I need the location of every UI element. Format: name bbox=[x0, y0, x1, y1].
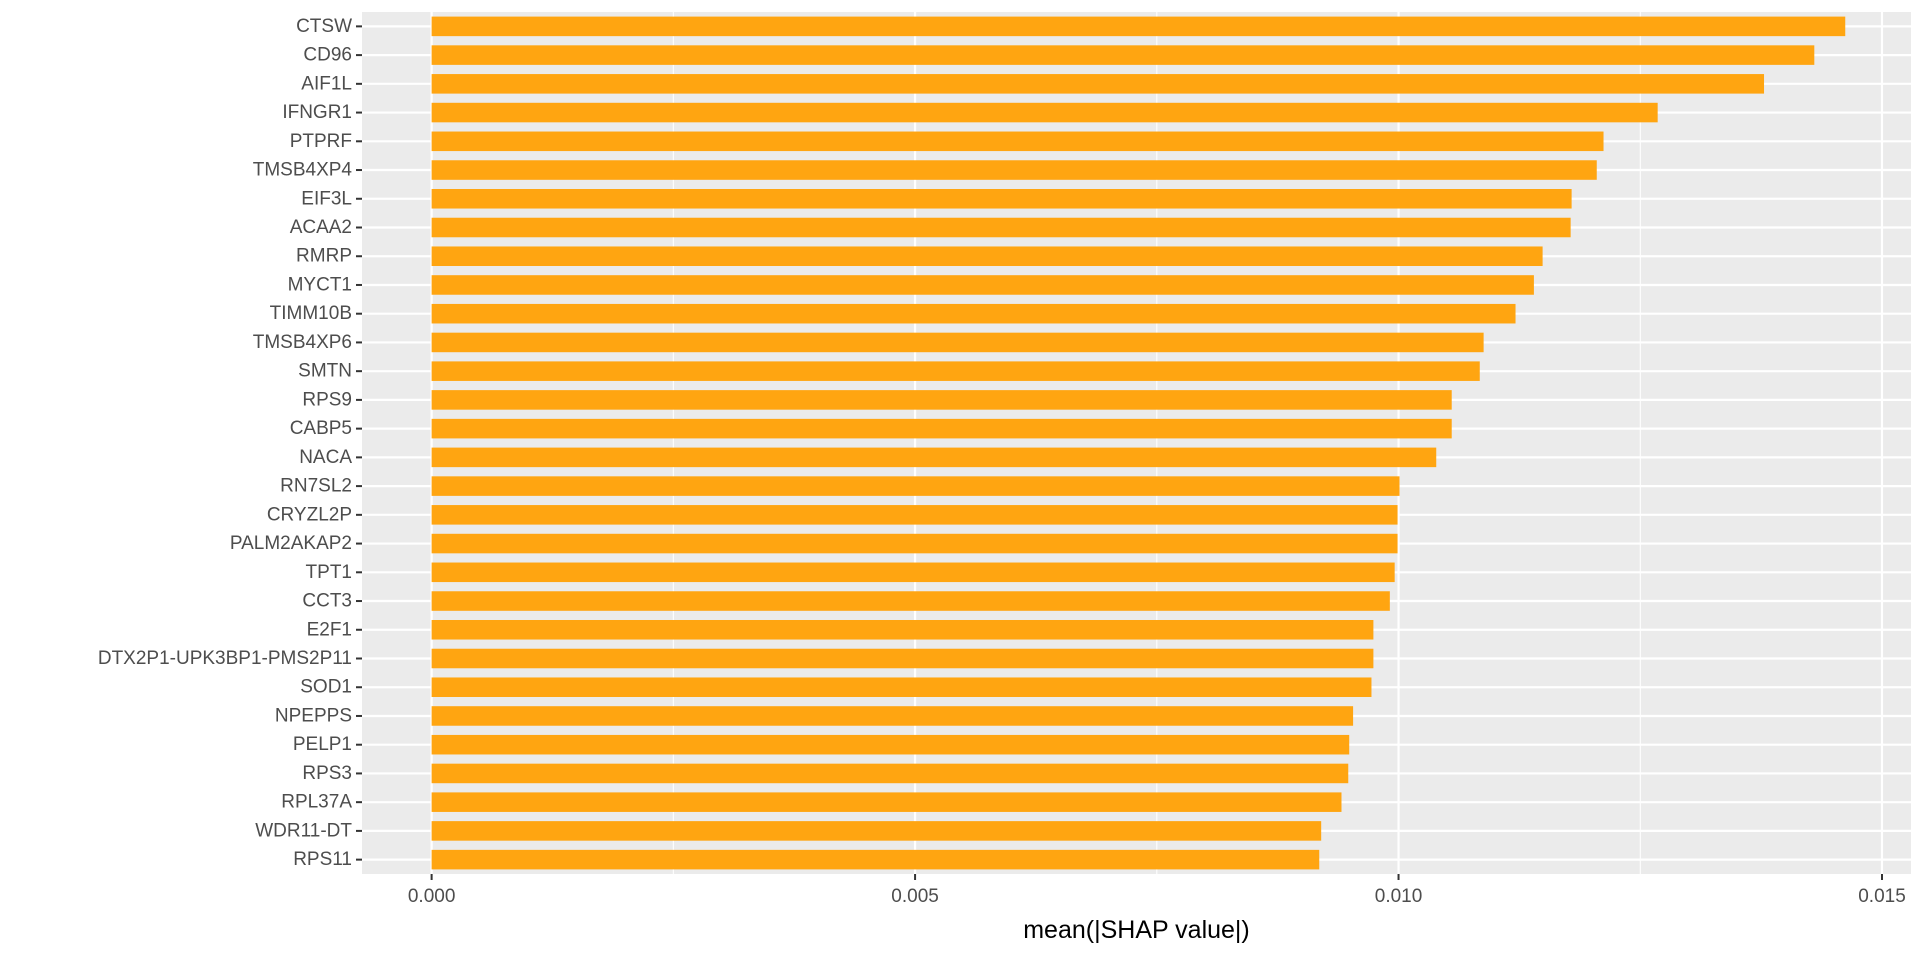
bar-cct3 bbox=[431, 591, 1390, 611]
bar-rps3 bbox=[431, 763, 1349, 784]
bar-smtn bbox=[431, 361, 1480, 381]
y-tick-label: AIF1L bbox=[301, 73, 352, 94]
bar-e2f1 bbox=[431, 619, 1374, 640]
bar-rmrp bbox=[431, 246, 1543, 267]
bar-rn7sl2 bbox=[431, 476, 1400, 496]
y-tick-label: CCT3 bbox=[302, 591, 352, 612]
y-tick-label: NACA bbox=[299, 447, 352, 468]
bar-cd96 bbox=[431, 45, 1815, 65]
bar-acaa2 bbox=[431, 217, 1571, 238]
y-tick-label: DTX2P1-UPK3BP1-PMS2P11 bbox=[98, 648, 352, 669]
bars bbox=[431, 16, 1846, 870]
y-tick-label: CTSW bbox=[296, 16, 352, 37]
y-tick-label: RPL37A bbox=[281, 792, 352, 813]
bar-npepps bbox=[431, 706, 1354, 726]
y-tick-label: RPS9 bbox=[302, 389, 352, 410]
y-tick-label: TMSB4XP6 bbox=[253, 332, 352, 353]
y-axis: CTSW CD96 AIF1L IFNGR1 PTPRF TMSB4XP4 EIF3L ACA… bbox=[98, 16, 362, 870]
bar-aif1l bbox=[431, 74, 1765, 94]
plot-panel bbox=[362, 12, 1911, 874]
x-axis: 0.000 0.005 0.010 0.015 bbox=[408, 874, 1906, 907]
y-tick-label: PALM2AKAP2 bbox=[230, 533, 352, 554]
bar-pelp1 bbox=[431, 734, 1350, 755]
bar-ctsw bbox=[431, 16, 1846, 37]
y-tick-label: SOD1 bbox=[300, 677, 352, 698]
y-tick-label: WDR11-DT bbox=[255, 820, 352, 841]
bar-sod1 bbox=[431, 677, 1372, 698]
bar-timm10b bbox=[431, 303, 1516, 324]
x-tick-label: 0.015 bbox=[1858, 886, 1906, 907]
bar-rps11 bbox=[431, 849, 1320, 870]
y-tick-label: RPS11 bbox=[293, 849, 352, 870]
y-tick-label: RN7SL2 bbox=[280, 476, 352, 497]
bar-cabp5 bbox=[431, 418, 1452, 439]
bar-tmsb4xp6 bbox=[431, 332, 1484, 353]
y-tick-label: SMTN bbox=[298, 361, 352, 382]
y-tick-label: CABP5 bbox=[290, 418, 352, 439]
bar-myct1 bbox=[431, 275, 1534, 295]
y-tick-label: E2F1 bbox=[307, 619, 352, 640]
bar-rps9 bbox=[431, 390, 1452, 410]
y-tick-label: RPS3 bbox=[302, 763, 352, 784]
y-tick-label: ACAA2 bbox=[290, 217, 352, 238]
bar-dtx2p1-upk3bp1-pms2p11 bbox=[431, 648, 1374, 669]
bar-ptprf bbox=[431, 131, 1604, 152]
bar-ifngr1 bbox=[431, 102, 1658, 123]
bar-tpt1 bbox=[431, 562, 1395, 583]
y-tick-label: NPEPPS bbox=[275, 705, 352, 726]
y-tick-label: TPT1 bbox=[306, 562, 352, 583]
bar-naca bbox=[431, 447, 1437, 468]
y-tick-label: RMRP bbox=[296, 246, 352, 267]
y-tick-label: TMSB4XP4 bbox=[253, 160, 353, 181]
x-tick-label: 0.005 bbox=[891, 886, 939, 907]
bar-wdr11-dt bbox=[431, 821, 1322, 841]
y-tick-label: PELP1 bbox=[293, 734, 352, 755]
y-tick-label: PTPRF bbox=[290, 131, 352, 152]
minor-gridlines bbox=[672, 12, 1641, 874]
bar-eif3l bbox=[431, 188, 1572, 209]
x-axis-title: mean(|SHAP value|) bbox=[1023, 916, 1250, 944]
y-tick-label: MYCT1 bbox=[288, 274, 352, 295]
x-tick-label: 0.010 bbox=[1375, 886, 1423, 907]
y-tick-label: EIF3L bbox=[301, 188, 352, 209]
x-tick-label: 0.000 bbox=[408, 886, 456, 907]
y-tick-label: TIMM10B bbox=[270, 303, 352, 324]
y-tick-label: IFNGR1 bbox=[282, 102, 352, 123]
y-tick-label: CRYZL2P bbox=[267, 504, 352, 525]
bar-tmsb4xp4 bbox=[431, 160, 1597, 180]
bar-cryzl2p bbox=[431, 505, 1398, 525]
bar-rpl37a bbox=[431, 792, 1342, 812]
y-tick-label: CD96 bbox=[303, 45, 352, 66]
bar-palm2akap2 bbox=[431, 533, 1398, 554]
